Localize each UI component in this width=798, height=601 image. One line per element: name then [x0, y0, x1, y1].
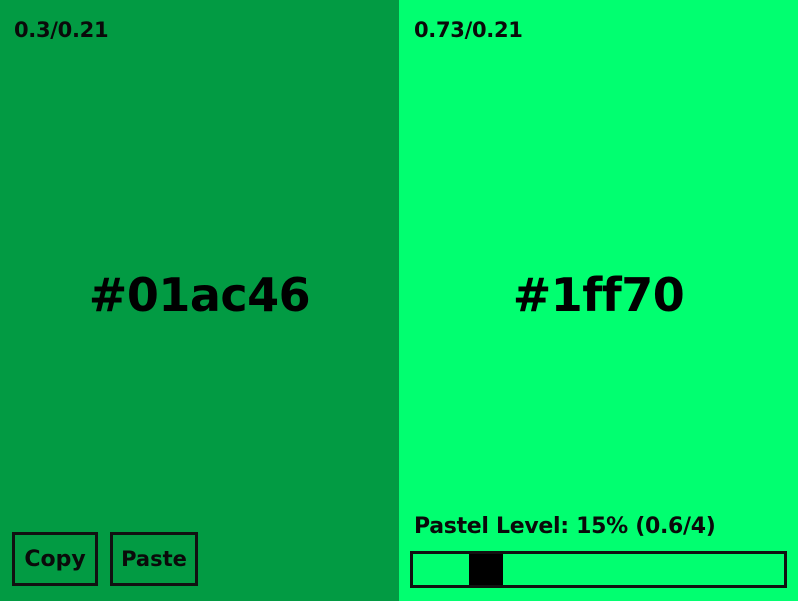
pastel-slider-thumb[interactable] [469, 554, 503, 585]
pastel-level-slider[interactable] [410, 551, 787, 588]
right-hex-code[interactable]: #1ff70 [512, 268, 685, 322]
clipboard-buttons: Copy Paste [12, 532, 198, 586]
pastel-level-label: Pastel Level: 15% (0.6/4) [414, 514, 716, 539]
left-hex-code[interactable]: #01ac46 [88, 268, 311, 322]
left-contrast-ratio: 0.3/0.21 [14, 18, 109, 42]
right-color-panel: 0.73/0.21 #1ff70 Pastel Level: 15% (0.6/… [399, 0, 798, 601]
paste-button[interactable]: Paste [110, 532, 198, 586]
right-contrast-ratio: 0.73/0.21 [414, 18, 523, 42]
copy-button[interactable]: Copy [12, 532, 98, 586]
left-color-panel: 0.3/0.21 #01ac46 Copy Paste [0, 0, 399, 601]
